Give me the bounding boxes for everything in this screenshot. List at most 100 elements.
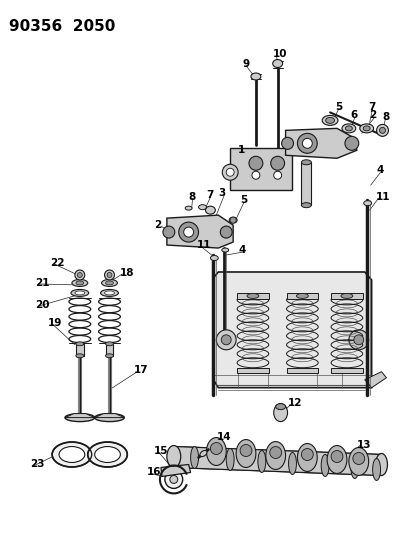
Circle shape (163, 226, 175, 238)
Circle shape (345, 136, 359, 150)
Circle shape (302, 139, 312, 148)
Ellipse shape (229, 217, 237, 223)
Ellipse shape (258, 450, 266, 472)
Circle shape (104, 270, 114, 280)
Text: 12: 12 (288, 398, 302, 408)
Ellipse shape (165, 471, 183, 488)
Ellipse shape (236, 440, 256, 467)
Ellipse shape (65, 414, 95, 422)
Ellipse shape (341, 294, 353, 298)
Text: 23: 23 (30, 459, 45, 470)
Circle shape (77, 272, 82, 278)
Text: 3: 3 (218, 188, 225, 198)
Ellipse shape (95, 447, 121, 463)
Ellipse shape (247, 294, 259, 298)
Ellipse shape (100, 289, 119, 296)
Text: 8: 8 (383, 112, 390, 123)
Circle shape (271, 156, 284, 170)
Circle shape (210, 442, 222, 455)
Polygon shape (286, 128, 357, 158)
Ellipse shape (274, 403, 288, 422)
Text: 90356  2050: 90356 2050 (9, 19, 115, 34)
Polygon shape (167, 215, 233, 248)
Circle shape (221, 335, 231, 345)
Ellipse shape (342, 124, 356, 133)
Bar (237, 368, 269, 373)
Ellipse shape (226, 449, 234, 471)
Ellipse shape (288, 453, 296, 474)
Ellipse shape (322, 116, 338, 125)
Circle shape (222, 164, 238, 180)
Ellipse shape (106, 281, 113, 285)
Bar (301, 162, 311, 205)
Ellipse shape (301, 160, 311, 165)
Ellipse shape (170, 475, 178, 483)
Ellipse shape (76, 342, 84, 346)
Bar (331, 293, 363, 299)
Circle shape (240, 445, 252, 456)
Ellipse shape (346, 126, 352, 131)
Polygon shape (174, 447, 381, 475)
Circle shape (226, 168, 234, 176)
Ellipse shape (273, 60, 282, 68)
Ellipse shape (52, 442, 92, 467)
Ellipse shape (72, 279, 88, 286)
Circle shape (297, 133, 317, 154)
Ellipse shape (297, 443, 317, 472)
Text: 4: 4 (238, 245, 245, 255)
Bar (230, 148, 292, 190)
Ellipse shape (321, 455, 329, 477)
Ellipse shape (325, 117, 335, 123)
Text: 17: 17 (134, 365, 149, 375)
Circle shape (379, 127, 385, 133)
Ellipse shape (363, 126, 370, 131)
Circle shape (349, 330, 369, 350)
Ellipse shape (76, 281, 84, 285)
Circle shape (354, 335, 364, 345)
Ellipse shape (360, 124, 374, 133)
Ellipse shape (199, 205, 206, 209)
Text: 8: 8 (189, 192, 196, 202)
Text: 4: 4 (377, 165, 384, 175)
Text: 2: 2 (369, 110, 376, 120)
Ellipse shape (200, 450, 207, 457)
Text: 11: 11 (375, 192, 390, 202)
Ellipse shape (76, 354, 84, 358)
Ellipse shape (222, 248, 229, 252)
Ellipse shape (106, 342, 113, 346)
Ellipse shape (296, 294, 309, 298)
Text: 21: 21 (35, 278, 50, 288)
Ellipse shape (301, 203, 311, 208)
Circle shape (184, 227, 193, 237)
Text: 1: 1 (238, 146, 245, 155)
Circle shape (274, 171, 282, 179)
Circle shape (107, 272, 112, 278)
Ellipse shape (185, 206, 192, 210)
Ellipse shape (327, 446, 347, 473)
Circle shape (216, 330, 236, 350)
Polygon shape (214, 272, 372, 387)
Circle shape (179, 222, 199, 242)
Bar (286, 368, 318, 373)
Ellipse shape (59, 447, 85, 463)
Text: 7: 7 (369, 102, 376, 112)
Text: 5: 5 (335, 102, 342, 112)
Ellipse shape (364, 200, 372, 206)
Circle shape (75, 270, 85, 280)
Ellipse shape (95, 414, 125, 422)
Ellipse shape (349, 448, 369, 475)
Ellipse shape (373, 458, 381, 480)
Text: 2: 2 (154, 220, 161, 230)
Text: 5: 5 (240, 195, 247, 205)
Ellipse shape (102, 279, 117, 286)
Bar (106, 344, 113, 356)
Circle shape (230, 217, 236, 223)
Polygon shape (161, 464, 191, 477)
Ellipse shape (276, 403, 286, 410)
Text: 19: 19 (48, 318, 63, 328)
Ellipse shape (266, 441, 286, 470)
Text: 15: 15 (154, 446, 169, 456)
Ellipse shape (88, 442, 127, 467)
Ellipse shape (375, 454, 387, 475)
Text: 6: 6 (351, 110, 358, 120)
